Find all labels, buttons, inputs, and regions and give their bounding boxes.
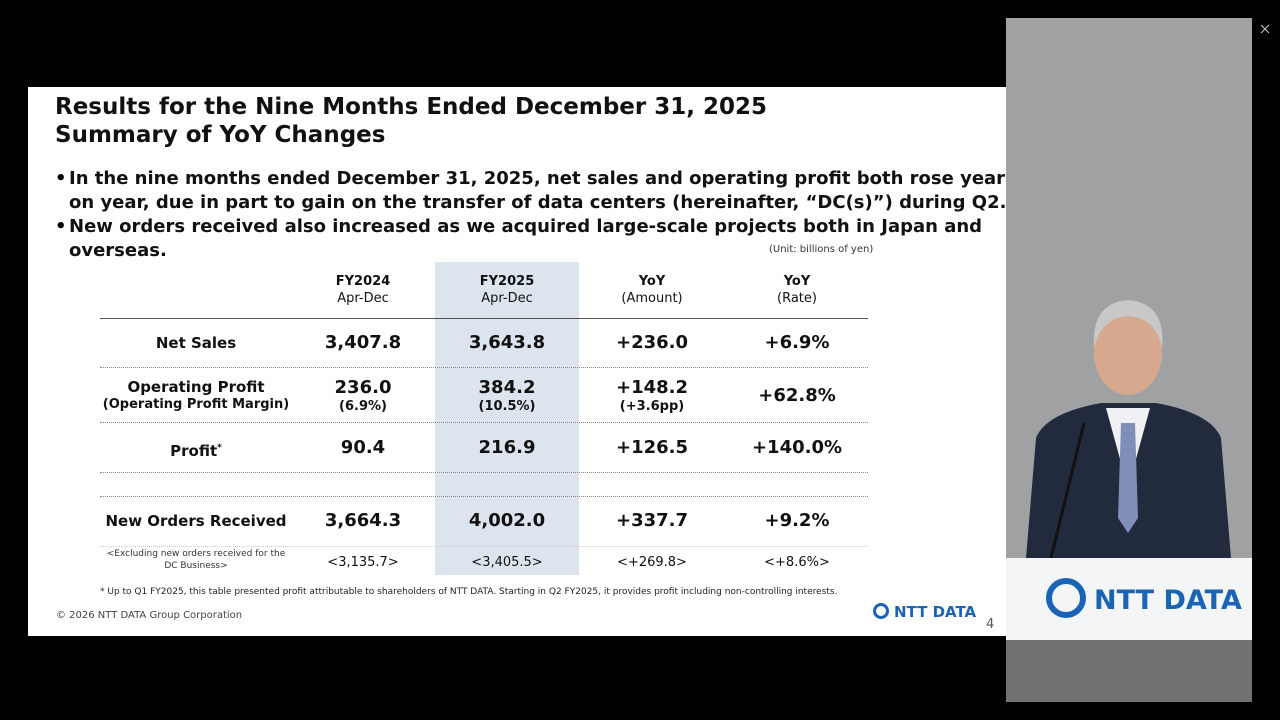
bullet-text: overseas.	[69, 240, 167, 261]
table-cell: +62.8%	[758, 385, 836, 406]
bullet-dot: •	[55, 168, 67, 189]
table-cell: +236.0	[615, 332, 689, 353]
table-cell: <3,135.7>	[327, 555, 399, 570]
column-header: (Amount)	[621, 291, 683, 306]
column-header: FY2024	[335, 274, 391, 289]
slide: Results for the Nine Months Ended Decemb…	[28, 87, 1006, 636]
row-label: New Orders Received	[105, 512, 287, 530]
slide-logo: NTT DATA	[894, 603, 977, 621]
table-rule	[100, 496, 868, 497]
table-cell: 3,407.8	[324, 332, 402, 353]
column-header: (Rate)	[777, 291, 817, 306]
table-cell: 4,002.0	[468, 510, 546, 531]
table-cell: 384.2	[478, 377, 536, 398]
bullet-text: In the nine months ended December 31, 20…	[69, 168, 1006, 189]
row-label: Net Sales	[155, 334, 237, 352]
table-rule	[100, 367, 868, 368]
table-rule	[100, 472, 868, 473]
row-label: DC Business>	[164, 561, 228, 571]
table-cell: +148.2	[615, 377, 689, 398]
copyright: © 2026 NTT DATA Group Corporation	[56, 610, 243, 621]
label-mark: *	[217, 443, 222, 453]
table-cell: 216.9	[478, 437, 536, 458]
close[interactable]	[1260, 24, 1270, 34]
table-cell: 3,643.8	[468, 332, 546, 353]
table-cell: +337.7	[615, 510, 689, 531]
table-cell: <+269.8>	[617, 555, 687, 570]
speaker-video: NTT DATA	[1006, 18, 1252, 702]
bullet-dot: •	[55, 216, 67, 237]
table-rule	[100, 318, 868, 319]
row-label: <Excluding new orders received for the	[106, 549, 286, 559]
logo-mark	[873, 603, 889, 619]
table-cell: 236.0	[334, 377, 392, 398]
column-header: FY2025	[479, 274, 535, 289]
table-cell: (10.5%)	[478, 399, 536, 414]
table-cell: 3,664.3	[324, 510, 402, 531]
row-label: Operating Profit	[127, 378, 265, 396]
table-cell: 90.4	[340, 437, 386, 458]
podium-logo: NTT DATA	[1094, 585, 1242, 616]
column-header: Apr-Dec	[481, 291, 533, 306]
bullet-text: New orders received also increased as we…	[69, 216, 983, 237]
footnote: * Up to Q1 FY2025, this table presented …	[100, 587, 838, 597]
page-number: 4	[986, 617, 995, 632]
bullet-text: on year, due in part to gain on the tran…	[69, 192, 1007, 213]
table-cell: <3,405.5>	[471, 555, 543, 570]
unit-note: (Unit: billions of yen)	[769, 244, 874, 255]
row-label: Profit*	[170, 442, 222, 460]
table-cell: (+3.6pp)	[619, 399, 685, 414]
table-cell: +126.5	[615, 437, 689, 458]
column-header: YoY	[638, 274, 666, 289]
table-rule	[100, 422, 868, 423]
table-cell: +9.2%	[764, 510, 830, 531]
table-cell: +140.0%	[751, 437, 843, 458]
table-cell: <+8.6%>	[764, 555, 830, 570]
table-rule	[100, 546, 868, 547]
slide-title: Summary of YoY Changes	[55, 122, 386, 148]
row-label: (Operating Profit Margin)	[102, 397, 290, 412]
column-highlight	[435, 262, 579, 575]
column-header: YoY	[783, 274, 811, 289]
table-cell: (6.9%)	[339, 399, 387, 414]
table-cell: +6.9%	[764, 332, 830, 353]
slide-title: Results for the Nine Months Ended Decemb…	[55, 94, 768, 120]
column-header: Apr-Dec	[337, 291, 389, 306]
